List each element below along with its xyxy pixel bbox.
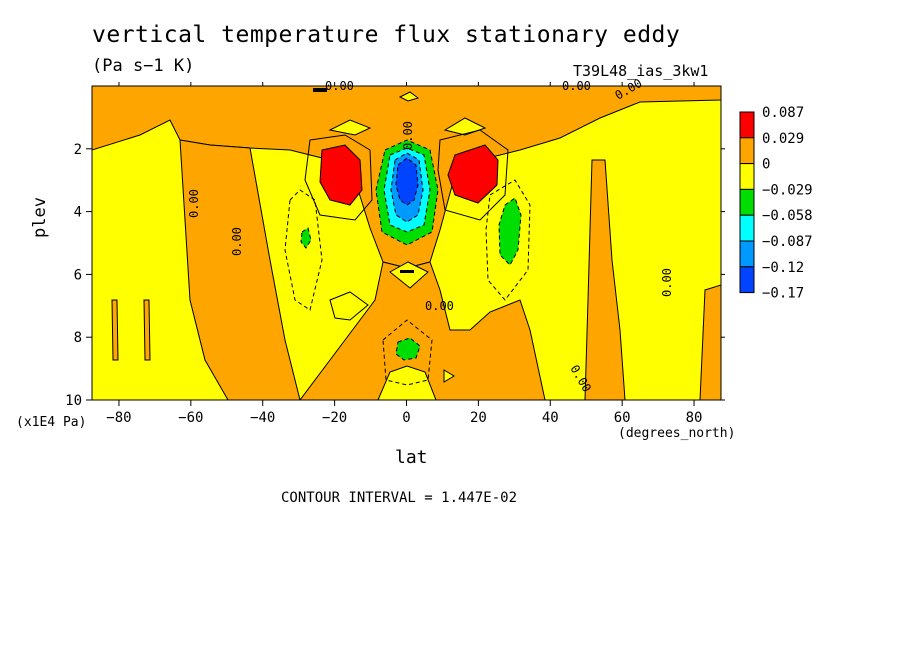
triangle-feature: [443, 369, 455, 383]
yellow-patch-mid-center: [389, 261, 429, 289]
contour-label: 0.00: [325, 79, 354, 93]
x-tick-label: −40: [250, 410, 275, 426]
colorbar-label: 0.087: [762, 105, 804, 121]
colorbar-label: −0.17: [762, 286, 804, 302]
contour-field: [92, 86, 721, 400]
colorbar-swatch: [739, 214, 755, 242]
x-tick-label: 20: [470, 410, 487, 426]
y-tick-label: 6: [74, 267, 82, 283]
red-max-right: [447, 144, 499, 204]
x-tick-label: 80: [686, 410, 703, 426]
x-axis-label: lat: [395, 447, 428, 468]
run-id: T39L48_ias_3kw1: [573, 62, 709, 80]
contour-label: 0.00: [425, 299, 454, 313]
x-tick-label: −80: [106, 410, 131, 426]
orange-region-right-column: [584, 159, 626, 400]
yellow-patch-top-center: [398, 91, 420, 102]
colorbar-label: −0.12: [762, 260, 804, 276]
orange-region-left-column: [179, 139, 301, 400]
contour-label: 0.00: [562, 79, 591, 93]
colorbar: 0.087 0.029 0 −0.029 −0.058 −0.087 −0.12 −0.17: [739, 105, 813, 302]
colorbar-label: −0.087: [762, 234, 813, 250]
colorbar-swatch: [739, 240, 755, 268]
chart-units: (Pa s−1 K): [92, 56, 195, 76]
yellow-patch-bottom-center: [377, 365, 437, 400]
orange-region-center-stem: [299, 261, 546, 400]
dashed-contour-right: [485, 179, 531, 301]
y-axis-units: (x1E4 Pa): [16, 415, 87, 430]
y-tick-label: 8: [74, 330, 82, 346]
blue-min-center: [395, 157, 419, 206]
contour-label: 0.00: [230, 227, 244, 256]
contour-label: 0.00: [660, 268, 674, 297]
axis-ticks: −80 −60 −40 −20 0 20 40 60 80 2 4 6 8 10: [65, 82, 725, 426]
yellow-patch-lower-left: [329, 291, 369, 321]
colorbar-swatch: [739, 163, 755, 190]
x-tick-label: −20: [322, 410, 347, 426]
orange-region-right-edge: [699, 284, 721, 400]
contour-interval: CONTOUR INTERVAL = 1.447E-02: [281, 490, 518, 506]
contour-label: 0.00: [187, 189, 201, 218]
y-tick-label: 4: [74, 205, 82, 221]
contour-label: 0.00: [401, 121, 415, 150]
orange-streak-1: [111, 299, 119, 361]
green-lower-center: [395, 337, 421, 361]
x-tick-label: −60: [178, 410, 203, 426]
colorbar-swatch: [739, 188, 755, 216]
green-right-lobe: [498, 197, 522, 266]
y-tick-label: 2: [74, 142, 82, 158]
colorbar-label: 0: [762, 157, 770, 173]
y-axis-label: plev: [30, 197, 50, 238]
dark-blob-top: [313, 88, 327, 92]
contour-outer-left: [304, 134, 373, 221]
x-tick-label: 40: [542, 410, 559, 426]
green-left-lobe: [300, 227, 312, 249]
colorbar-swatch: [739, 111, 755, 139]
yellow-patch-top-left: [328, 119, 372, 136]
contour-outer-right: [437, 129, 509, 221]
colorbar-label: −0.029: [762, 182, 813, 198]
x-tick-label: 0: [402, 410, 410, 426]
x-tick-label: 60: [614, 410, 631, 426]
chart-title: vertical temperature flux stationary edd…: [92, 22, 681, 48]
y-tick-label: 10: [65, 393, 82, 409]
red-max-left: [319, 144, 363, 206]
colorbar-swatch: [739, 137, 755, 165]
x-axis-units: (degrees_north): [618, 426, 736, 441]
dashed-contour-left: [284, 189, 323, 311]
colorbar-label: −0.058: [762, 208, 813, 224]
colorbar-swatch: [739, 266, 755, 294]
colorbar-label: 0.029: [762, 131, 804, 147]
orange-streak-2: [143, 299, 151, 361]
dashed-contour-lower: [382, 319, 433, 386]
dark-blob-mid: [400, 270, 414, 273]
